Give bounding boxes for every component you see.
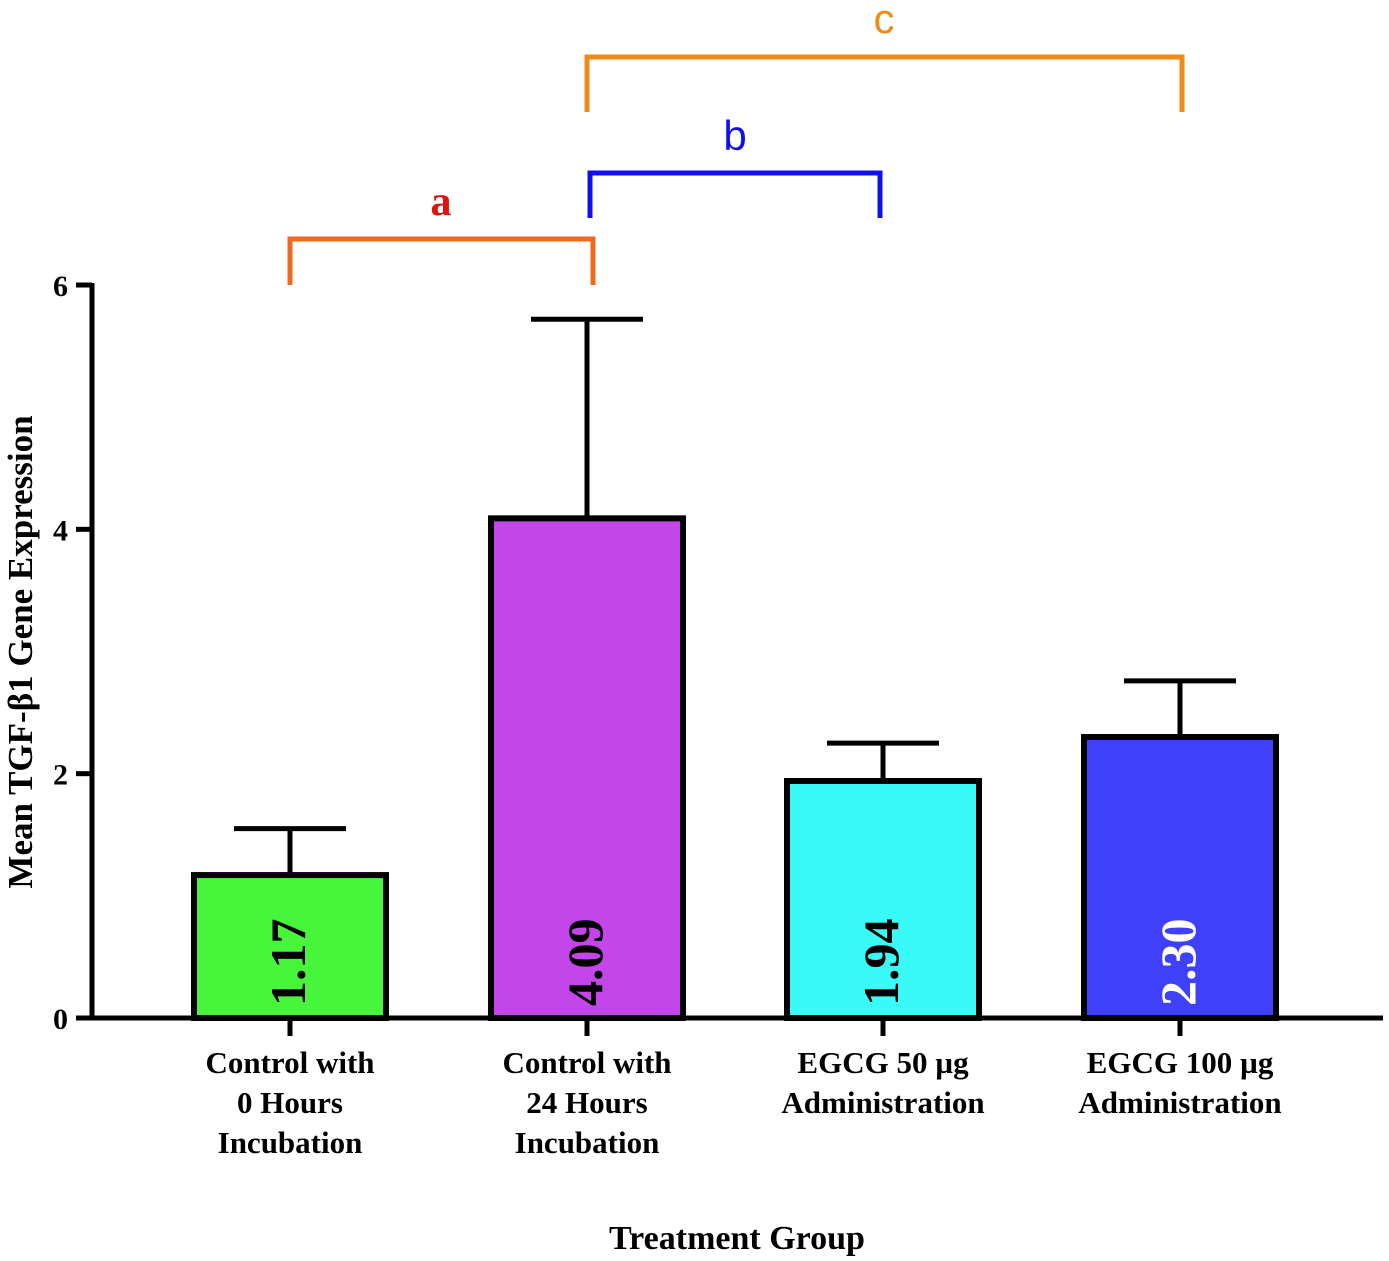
significance-label: c [874,0,895,42]
bar [784,777,982,1021]
significance-bracket [584,54,1185,112]
significance-bracket [287,236,596,285]
significance-label: b [723,112,746,159]
x-tick-label: 24 Hours [526,1085,647,1120]
x-tick-label: Control with [502,1045,671,1080]
x-tick-label: 0 Hours [237,1085,343,1120]
x-tick-label: Administration [1078,1085,1281,1120]
x-tick-label: Incubation [515,1125,660,1160]
bar-value-label: 1.94 [853,919,909,1007]
y-tick-label: 6 [53,270,68,303]
x-tick-label: Incubation [218,1125,363,1160]
significance-brackets: a b c [287,0,1185,285]
x-tick-label: EGCG 100 µg [1087,1045,1274,1080]
x-tick-label: EGCG 50 µg [797,1045,969,1080]
y-tick-label: 0 [53,1003,68,1036]
y-axis-label: Mean TGF-β1 Gene Expression [1,415,40,888]
y-tick-label: 2 [53,759,68,792]
significance-bracket [587,170,883,218]
x-axis-label: Treatment Group [609,1220,865,1257]
bar-value-label: 1.17 [260,919,316,1007]
x-axis: Control with 0 Hours Incubation Control wit… [90,1015,1383,1160]
significance-label: a [431,179,452,225]
y-axis: 0 2 4 6 [53,270,95,1036]
bar-value-label: 2.30 [1150,919,1206,1007]
bar-value-label: 4.09 [557,919,613,1007]
y-tick-label: 4 [53,514,68,547]
x-tick-label: Administration [781,1085,984,1120]
bars: 1.17 4.09 1.94 2.30 [191,316,1279,1021]
x-tick-label: Control with [205,1045,374,1080]
